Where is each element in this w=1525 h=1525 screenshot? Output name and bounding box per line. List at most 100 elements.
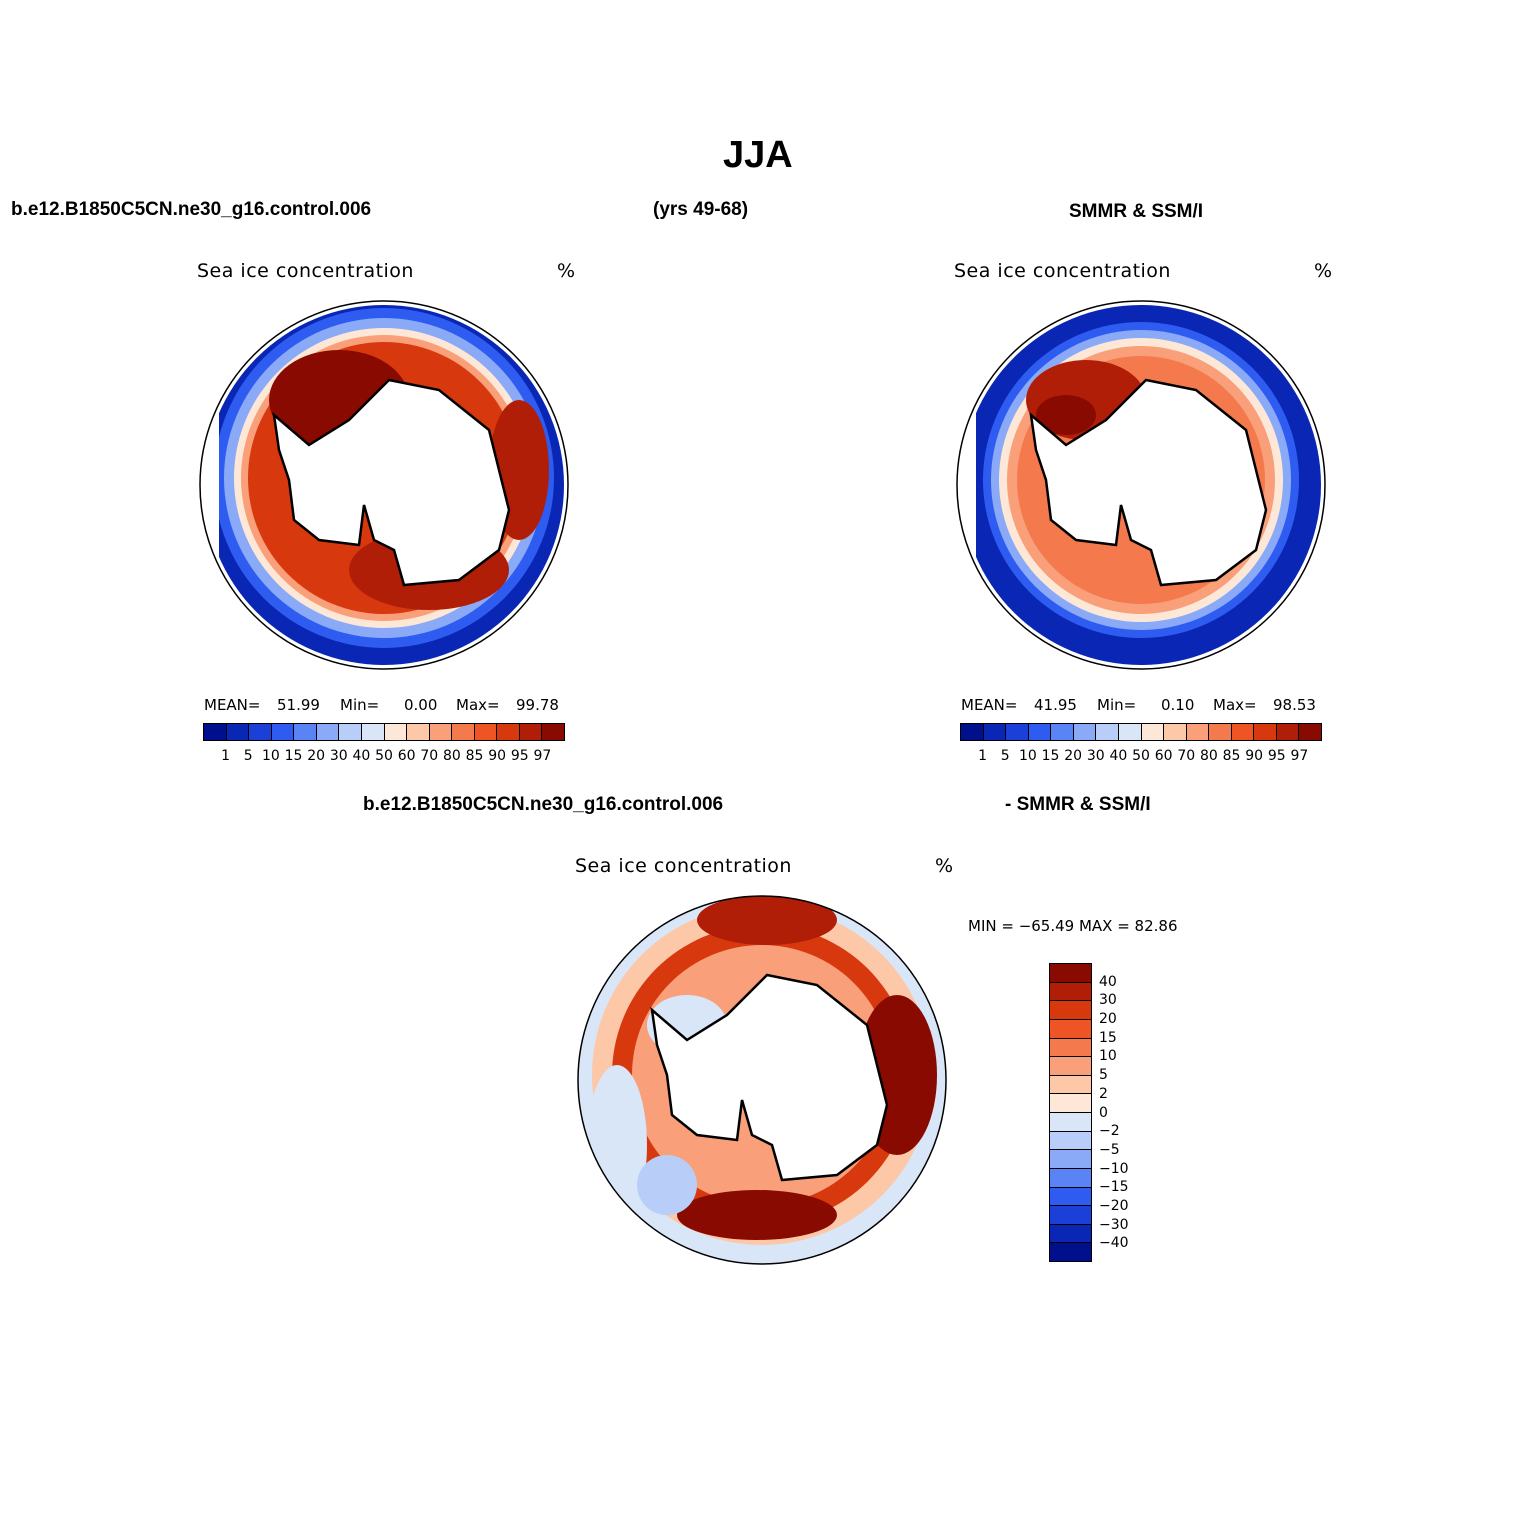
colorbar-segment <box>339 724 362 740</box>
model-mean-value: 51.99 <box>277 696 320 714</box>
colorbar-tick-label: 50 <box>375 748 393 764</box>
colorbar-segment <box>384 724 408 740</box>
diff-units-label: % <box>935 855 954 877</box>
colorbar-tick-label: 20 <box>1064 748 1083 764</box>
colorbar-segment <box>204 724 227 740</box>
colorbar-tick-label: 80 <box>442 748 461 764</box>
model-mean-label: MEAN= <box>204 696 261 714</box>
colorbar-tick-label: −20 <box>1099 1197 1129 1214</box>
colorbar-tick-label: 95 <box>1267 748 1286 764</box>
diff-colorbar-ticks: 40 30 20 15 10 5 2 0 −2 −5 −10 −15 −20 −30 −40 <box>1099 963 1159 1262</box>
colorbar-tick-label: 40 <box>352 748 371 764</box>
colorbar-segment <box>1141 724 1165 740</box>
colorbar-segment <box>1050 1113 1091 1132</box>
colorbar-segment <box>1050 1019 1091 1039</box>
colorbar-segment <box>1050 1206 1091 1225</box>
colorbar-segment <box>1050 1243 1091 1261</box>
colorbar-tick-label: 15 <box>1099 1029 1117 1046</box>
obs-min-value: 0.10 <box>1161 696 1195 714</box>
model-units-label: % <box>557 260 576 282</box>
colorbar-tick-label: −40 <box>1099 1235 1129 1252</box>
colorbar-segment <box>1073 724 1097 740</box>
colorbar-tick-label: 90 <box>1245 748 1264 764</box>
colorbar-segment <box>1231 724 1255 740</box>
colorbar-segment <box>249 724 272 740</box>
colorbar-tick-label: 70 <box>420 748 439 764</box>
obs-max-value: 98.53 <box>1273 696 1316 714</box>
colorbar-segment <box>961 724 984 740</box>
colorbar-segment <box>1050 1094 1091 1113</box>
colorbar-tick-label: 0 <box>1099 1104 1108 1121</box>
colorbar-tick-label: 97 <box>1290 748 1309 764</box>
obs-units-label: % <box>1314 260 1333 282</box>
colorbar-tick-label: 5 <box>1099 1067 1108 1084</box>
colorbar-tick-label: 20 <box>307 748 326 764</box>
obs-colorbar-ticks: 1 5 10 15 20 30 40 50 60 70 80 85 90 95 97 <box>960 748 1322 766</box>
colorbar-tick-label: 70 <box>1177 748 1196 764</box>
obs-antarctica-outline <box>1029 378 1268 587</box>
colorbar-segment <box>1050 1224 1091 1244</box>
colorbar-tick-label: 2 <box>1099 1085 1108 1102</box>
colorbar-segment <box>1096 724 1119 740</box>
colorbar-segment <box>1050 982 1091 1002</box>
colorbar-tick-label: 30 <box>1086 748 1105 764</box>
model-max-label: Max= <box>456 696 500 714</box>
colorbar-segment <box>1050 1038 1091 1058</box>
diff-case-name: b.e12.B1850C5CN.ne30_g16.control.006 <box>363 794 724 815</box>
model-colorbar <box>203 723 565 741</box>
obs-colorbar <box>960 723 1322 741</box>
colorbar-tick-label: 20 <box>1099 1011 1117 1028</box>
obs-mean-label: MEAN= <box>961 696 1018 714</box>
colorbar-tick-label: −15 <box>1099 1179 1129 1196</box>
colorbar-segment <box>1186 724 1210 740</box>
diff-polar-map <box>577 895 947 1265</box>
obs-polar-map <box>956 300 1326 670</box>
colorbar-segment <box>1254 724 1277 740</box>
colorbar-segment <box>1050 1001 1091 1020</box>
colorbar-segment <box>1164 724 1187 740</box>
colorbar-tick-label: −10 <box>1099 1160 1129 1177</box>
colorbar-segment <box>542 724 564 740</box>
colorbar-tick-label: 60 <box>397 748 416 764</box>
colorbar-segment <box>271 724 295 740</box>
colorbar-tick-label: 15 <box>284 748 303 764</box>
colorbar-segment <box>1299 724 1321 740</box>
years-label: (yrs 49-68) <box>653 199 749 220</box>
obs-variable-label: Sea ice concentration <box>954 260 1171 282</box>
obs-mean-value: 41.95 <box>1034 696 1077 714</box>
colorbar-tick-label: 85 <box>1222 748 1241 764</box>
model-variable-label: Sea ice concentration <box>197 260 414 282</box>
colorbar-tick-label: 40 <box>1109 748 1128 764</box>
colorbar-segment <box>226 724 250 740</box>
diff-variable-label: Sea ice concentration <box>575 855 792 877</box>
colorbar-tick-label: 1 <box>978 748 988 764</box>
colorbar-segment <box>1050 1057 1091 1076</box>
colorbar-tick-label: −2 <box>1099 1123 1120 1140</box>
colorbar-tick-label: 97 <box>533 748 552 764</box>
diff-antarctica-outline <box>650 973 889 1182</box>
colorbar-tick-label: 15 <box>1041 748 1060 764</box>
colorbar-segment <box>407 724 430 740</box>
colorbar-segment <box>1050 1075 1091 1095</box>
case-name: b.e12.B1850C5CN.ne30_g16.control.006 <box>11 199 372 220</box>
model-max-value: 99.78 <box>516 696 559 714</box>
colorbar-segment <box>1276 724 1300 740</box>
diff-minmax: MIN = −65.49 MAX = 82.86 <box>968 917 1178 935</box>
colorbar-tick-label: 5 <box>243 748 253 764</box>
colorbar-tick-label: 1 <box>221 748 231 764</box>
colorbar-segment <box>361 724 385 740</box>
colorbar-tick-label: 30 <box>1099 992 1117 1009</box>
colorbar-tick-label: 10 <box>1099 1048 1117 1065</box>
colorbar-tick-label: 30 <box>329 748 348 764</box>
colorbar-segment <box>1050 1168 1091 1188</box>
main-title: JJA <box>723 134 793 176</box>
model-antarctica-outline <box>272 378 511 587</box>
colorbar-tick-label: 85 <box>465 748 484 764</box>
colorbar-segment <box>1050 964 1091 983</box>
colorbar-tick-label: −30 <box>1099 1216 1129 1233</box>
colorbar-segment <box>1050 1150 1091 1169</box>
model-min-value: 0.00 <box>404 696 438 714</box>
colorbar-tick-label: 60 <box>1154 748 1173 764</box>
colorbar-segment <box>1209 724 1232 740</box>
colorbar-segment <box>519 724 543 740</box>
